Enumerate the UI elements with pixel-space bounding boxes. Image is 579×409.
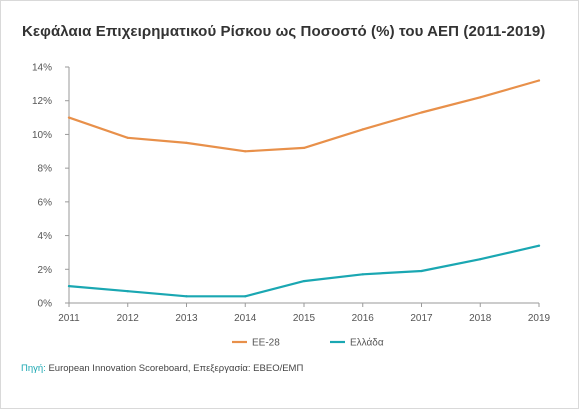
- series-point-1: [126, 136, 129, 139]
- series-point-1: [537, 79, 541, 82]
- x-tick-label: 2015: [293, 313, 316, 324]
- series-point-1: [420, 111, 423, 114]
- series-line-2: [67, 244, 541, 298]
- series-point-2: [185, 295, 188, 298]
- series-point-2: [479, 258, 482, 261]
- x-tick-label: 2012: [117, 313, 140, 324]
- y-tick-label: 12%: [32, 96, 52, 107]
- y-tick-label: 4%: [38, 231, 53, 242]
- series-point-1: [302, 146, 306, 150]
- y-tick-label: 14%: [32, 63, 52, 74]
- series-layer: [67, 79, 541, 298]
- series-point-2: [302, 279, 306, 283]
- series-point-2: [244, 295, 247, 298]
- x-tick-label: 2014: [234, 313, 257, 324]
- y-tick-label: 10%: [32, 130, 52, 141]
- series-point-2: [537, 244, 541, 247]
- series-point-1: [244, 150, 247, 153]
- series-line-1: [67, 79, 541, 153]
- x-tick-label: 2016: [352, 313, 375, 324]
- source-text: European Innovation Scoreboard, Επεξεργα…: [45, 363, 304, 374]
- legend-label-1: ΕΕ-28: [252, 338, 280, 349]
- y-tick-label: 2%: [38, 265, 53, 276]
- source-label: Πηγή:: [21, 363, 46, 374]
- series-point-1: [361, 128, 364, 131]
- chart-title: Κεφάλαια Επιχειρηματικού Ρίσκου ως Ποσοσ…: [22, 23, 546, 40]
- series-point-2: [361, 273, 364, 276]
- x-tick-label: 2019: [528, 313, 551, 324]
- legend-label-2: Ελλάδα: [350, 337, 384, 349]
- y-tick-label: 8%: [38, 164, 53, 175]
- series-point-2: [420, 269, 423, 273]
- chart-legend: ΕΕ-28 Ελλάδα: [232, 337, 384, 349]
- series-point-1: [67, 116, 71, 119]
- x-tick-label: 2017: [410, 313, 433, 324]
- chart-axes: 0% 2% 4% 6% 8% 10% 12% 14% 2011 2012 2013 2014 2015 2…: [32, 63, 551, 325]
- series-point-1: [479, 96, 482, 99]
- x-tick-label: 2018: [469, 313, 492, 324]
- y-tick-label: 6%: [38, 197, 53, 208]
- source-note: Πηγή: European Innovation Scoreboard, Επ…: [21, 363, 303, 374]
- series-point-1: [185, 141, 188, 144]
- y-tick-label: 0%: [38, 299, 53, 310]
- series-point-2: [67, 285, 71, 288]
- x-tick-label: 2013: [175, 313, 198, 324]
- series-point-2: [126, 290, 129, 293]
- x-tick-label: 2011: [58, 313, 80, 324]
